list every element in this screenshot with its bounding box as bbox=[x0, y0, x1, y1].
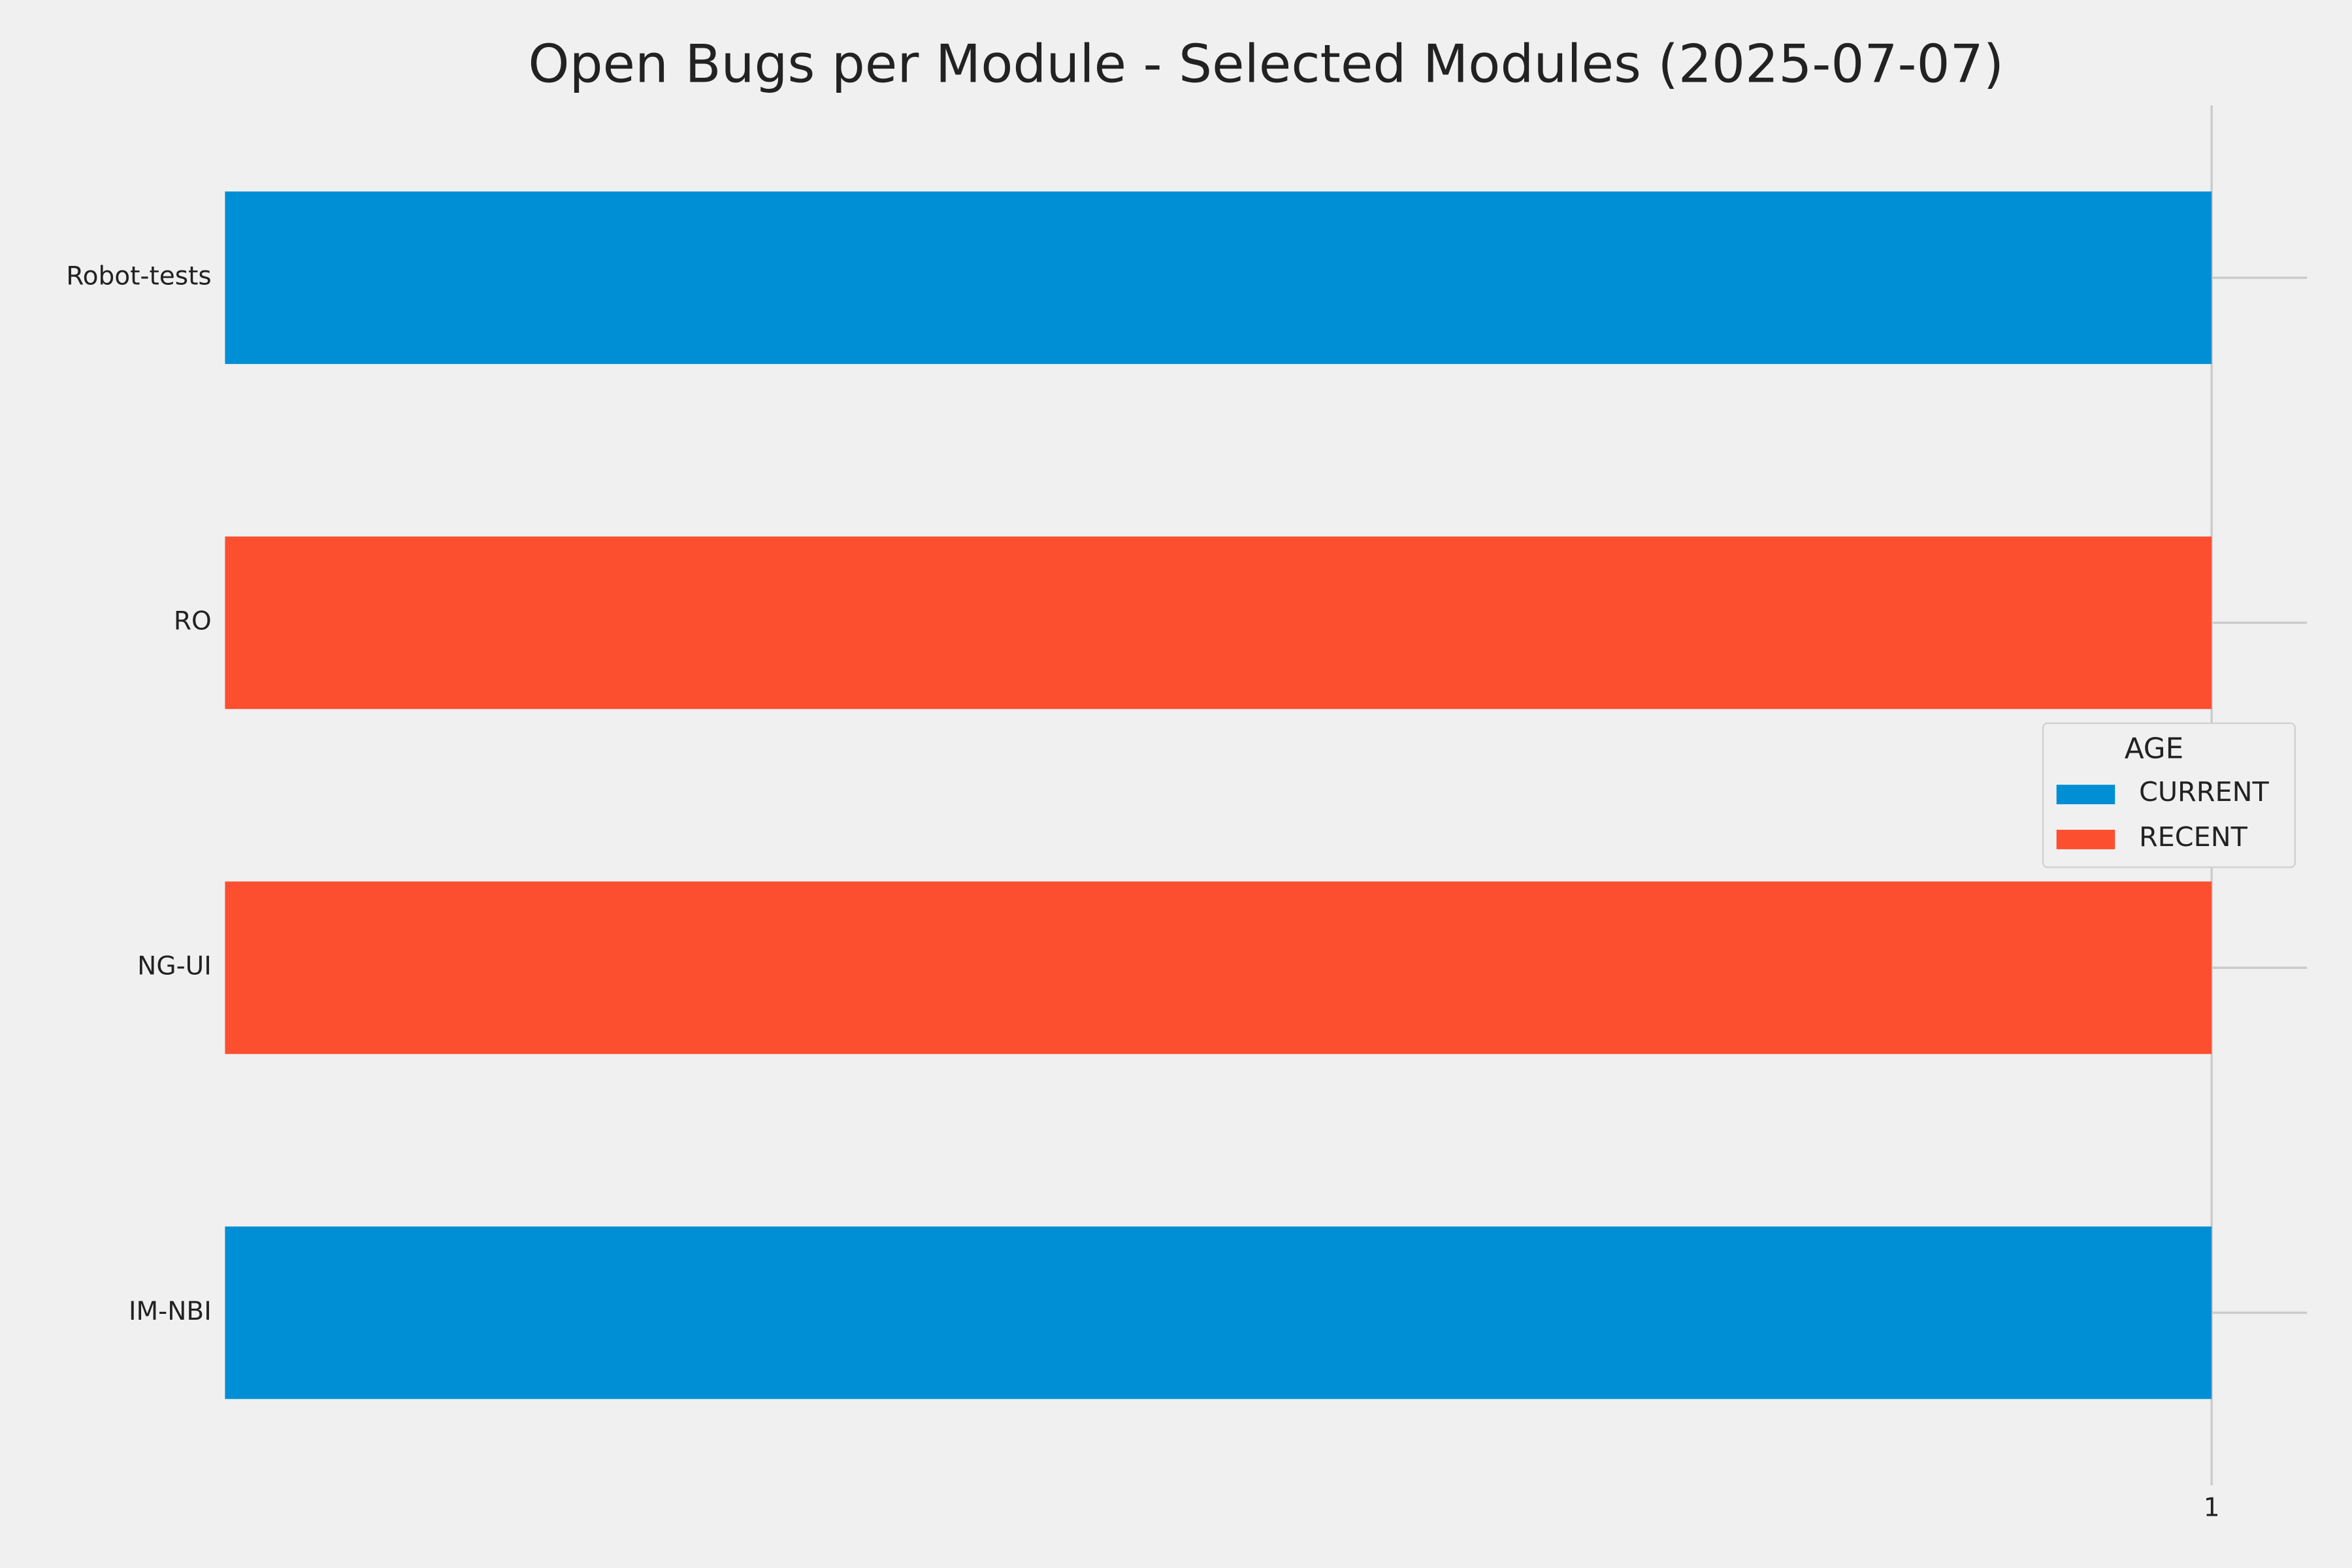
legend: AGE CURRENT RECENT bbox=[2042, 722, 2296, 868]
bar bbox=[225, 881, 2212, 1054]
legend-title: AGE bbox=[2125, 732, 2183, 765]
legend-swatch bbox=[2056, 830, 2115, 849]
bar bbox=[225, 191, 2212, 365]
y-tick-label: NG-UI bbox=[137, 952, 212, 981]
chart-title: Open Bugs per Module - Selected Modules … bbox=[528, 33, 2004, 95]
legend-label: RECENT bbox=[2139, 821, 2248, 853]
legend-swatch bbox=[2056, 785, 2115, 804]
y-tick-label: Robot-tests bbox=[66, 262, 212, 291]
legend-label: CURRENT bbox=[2139, 776, 2270, 808]
y-tick-label: IM-NBI bbox=[129, 1297, 212, 1326]
y-tick-label: RO bbox=[174, 607, 212, 636]
bar bbox=[225, 536, 2212, 710]
x-tick-label: 1 bbox=[2204, 1494, 2220, 1523]
bar bbox=[225, 1226, 2212, 1399]
